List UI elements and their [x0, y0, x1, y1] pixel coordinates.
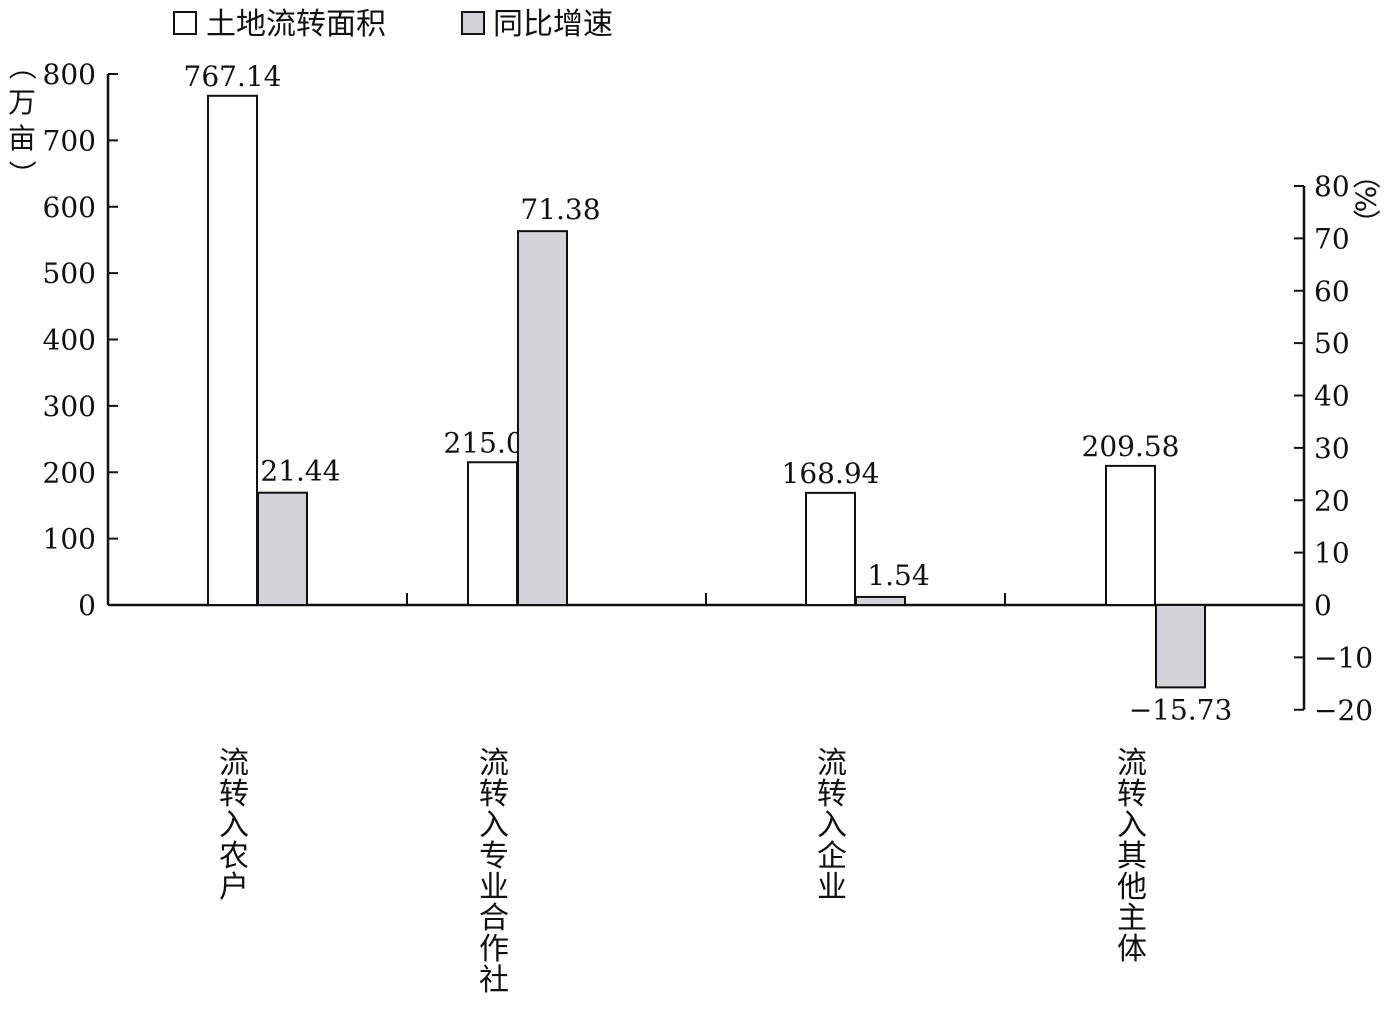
- data-label-growth: 1.54: [867, 559, 929, 592]
- left-tick-label: 400: [43, 324, 96, 357]
- category-label-char: 转: [817, 777, 847, 812]
- legend-swatch-area: [173, 11, 197, 35]
- right-unit-char: （: [1349, 161, 1382, 189]
- right-tick-label: −20: [1314, 694, 1373, 727]
- bar-growth: [257, 491, 308, 607]
- category-label-char: 流: [479, 746, 509, 781]
- right-tick-label: 10: [1314, 537, 1350, 570]
- category-label-char: 其: [1117, 839, 1147, 874]
- category-label-char: 业: [817, 870, 847, 905]
- right-tick-label: 50: [1314, 327, 1350, 360]
- legend-label-growth: 同比增速: [493, 7, 613, 42]
- left-unit-char: 万: [8, 86, 36, 119]
- bar-area: [207, 94, 258, 606]
- left-tick-label: 600: [43, 191, 96, 224]
- data-label-area: 168.94: [782, 457, 880, 490]
- right-tick-label: 20: [1314, 484, 1350, 517]
- category-label-char: 作: [479, 932, 509, 967]
- category-label-char: 专: [479, 839, 509, 874]
- category-label-char: 流: [219, 746, 249, 781]
- right-tick-label: −10: [1314, 641, 1373, 674]
- data-label-growth: −15.73: [1129, 693, 1233, 726]
- left-tick-label: 500: [43, 257, 96, 290]
- legend-label-area: 土地流转面积: [206, 7, 386, 42]
- category-label-char: 他: [1117, 870, 1147, 905]
- category-label-char: 入: [817, 808, 847, 843]
- category-label-char: 社: [479, 963, 509, 998]
- right-tick-label: 80: [1314, 170, 1350, 203]
- category-label-char: 入: [1117, 808, 1147, 843]
- category-label-char: 业: [479, 870, 509, 905]
- category-label-char: 合: [479, 901, 509, 936]
- category-label-char: 体: [1117, 932, 1147, 967]
- left-tick-label: 300: [43, 390, 96, 423]
- bar-area: [805, 491, 856, 607]
- category-label-char: 转: [479, 777, 509, 812]
- left-unit-char: （: [5, 52, 38, 80]
- legend-swatch-growth: [461, 11, 485, 35]
- category-label-char: 企: [817, 839, 847, 874]
- category-label-char: 流: [817, 746, 847, 781]
- left-tick-label: 100: [43, 523, 96, 556]
- right-unit-char: %: [1349, 186, 1382, 213]
- right-tick-label: 70: [1314, 222, 1350, 255]
- data-label-area: 209.58: [1082, 430, 1180, 463]
- bar-growth: [855, 595, 906, 607]
- left-tick-label: 200: [43, 456, 96, 489]
- category-label-char: 转: [1117, 777, 1147, 812]
- category-label-char: 转: [219, 777, 249, 812]
- category-label-char: 流: [1117, 746, 1147, 781]
- category-label-char: 主: [1117, 901, 1147, 936]
- data-label-area: 767.14: [184, 60, 282, 93]
- category-label-char: 农: [219, 839, 249, 874]
- left-tick-label: 800: [43, 58, 96, 91]
- bar-area: [467, 461, 518, 607]
- right-tick-label: 40: [1314, 380, 1350, 413]
- data-label-growth: 71.38: [520, 193, 600, 226]
- bar-area: [1105, 464, 1156, 606]
- bar-growth: [1155, 604, 1206, 689]
- data-label-growth: 21.44: [260, 455, 340, 488]
- category-label-char: 户: [219, 870, 249, 905]
- left-unit-char: ）: [5, 160, 38, 188]
- right-tick-label: 0: [1314, 589, 1332, 622]
- bar-growth: [517, 230, 568, 606]
- left-unit-char: 亩: [8, 122, 36, 155]
- left-tick-label: 700: [43, 124, 96, 157]
- left-tick-label: 0: [78, 589, 96, 622]
- category-label-char: 入: [479, 808, 509, 843]
- right-unit-char: ）: [1349, 209, 1382, 237]
- right-tick-label: 30: [1314, 432, 1350, 465]
- right-tick-label: 60: [1314, 275, 1350, 308]
- category-label-char: 入: [219, 808, 249, 843]
